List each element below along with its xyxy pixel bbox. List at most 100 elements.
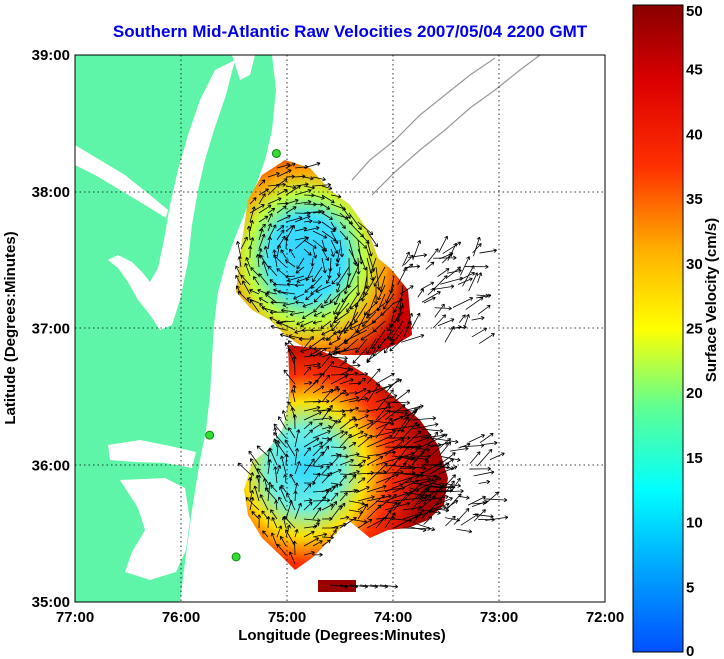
grid-lines	[75, 55, 605, 602]
velocity-arrow	[411, 416, 437, 421]
velocity-arrows	[235, 161, 509, 589]
velocity-arrow	[312, 532, 328, 538]
velocity-arrow	[478, 479, 491, 485]
y-tick-label: 35:00	[32, 594, 70, 611]
velocity-arrow	[279, 333, 296, 340]
velocity-arrow	[437, 268, 450, 277]
velocity-arrow	[449, 325, 462, 330]
velocity-arrow	[257, 288, 269, 295]
velocity-arrow	[420, 461, 443, 475]
velocity-arrow	[384, 400, 411, 405]
velocity-arrow	[402, 405, 421, 430]
velocity-arrow	[276, 320, 296, 325]
velocity-arrow	[407, 466, 427, 471]
velocity-arrow	[303, 176, 314, 181]
velocity-arrow	[384, 378, 400, 394]
colorbar-label: Surface Velocity (cm/s)	[703, 218, 720, 382]
velocity-arrow	[303, 248, 312, 256]
velocity-arrow	[279, 535, 287, 547]
velocity-arrow	[330, 505, 342, 520]
velocity-arrow	[339, 378, 354, 385]
velocity-arrow	[339, 221, 346, 229]
velocity-arrow	[460, 443, 485, 448]
velocity-arrow	[267, 182, 286, 187]
velocity-arrow	[357, 477, 366, 484]
velocity-arrow	[339, 431, 348, 439]
velocity-arrow	[312, 496, 326, 511]
velocity-arrow	[343, 275, 350, 295]
velocity-arrow	[434, 465, 455, 471]
velocity-arrow	[357, 387, 367, 394]
velocity-arrow	[321, 503, 334, 511]
velocity-arrow	[343, 311, 359, 334]
velocity-arrow	[411, 450, 425, 466]
velocity-arrow	[240, 236, 248, 250]
velocity-arrow	[348, 396, 369, 403]
velocity-arrow	[486, 491, 500, 504]
plot-area	[75, 55, 605, 602]
velocity-arrow	[303, 421, 313, 430]
velocity-arrow	[303, 411, 322, 421]
velocity-arrow	[244, 262, 251, 277]
velocity-arrow	[248, 245, 253, 259]
velocity-arrow	[420, 281, 435, 290]
velocity-arrow	[249, 197, 257, 205]
velocity-arrow	[477, 304, 491, 315]
velocity-arrow	[471, 500, 488, 507]
velocity-arrow	[285, 185, 297, 190]
velocity-arrow	[321, 360, 335, 376]
velocity-arrow	[438, 488, 464, 494]
velocity-arrow	[384, 456, 401, 475]
velocity-arrow	[285, 198, 299, 205]
velocity-arrow	[321, 257, 327, 274]
velocity-arrow	[289, 473, 296, 484]
velocity-arrow	[313, 302, 323, 313]
velocity-arrow	[366, 368, 381, 385]
velocity-arrow	[449, 446, 469, 452]
velocity-arrow	[384, 439, 405, 457]
velocity-arrow	[366, 434, 393, 448]
velocity-arrow	[469, 451, 481, 464]
velocity-arrow	[256, 445, 269, 457]
velocity-arrow	[288, 551, 296, 565]
velocity-arrow	[348, 442, 357, 448]
velocity-arrow	[264, 487, 278, 502]
velocity-arrow	[357, 434, 373, 448]
velocity-arrow	[382, 293, 395, 310]
velocity-arrow	[285, 174, 295, 179]
velocity-arrow	[403, 456, 415, 461]
velocity-arrow	[283, 515, 296, 529]
velocity-arrow	[427, 484, 444, 489]
velocity-arrow	[357, 389, 371, 403]
velocity-arrow	[330, 453, 342, 466]
velocity-arrow	[438, 465, 458, 475]
velocity-arrow	[357, 377, 366, 385]
velocity-arrow	[294, 283, 305, 288]
chesapeake-bay	[108, 60, 235, 330]
velocity-arrow	[250, 267, 260, 277]
velocity-arrow	[278, 496, 287, 511]
x-axis-ticks: 77:00 76:00 75:00 74:00 73:00 72:00	[56, 609, 624, 626]
velocity-arrow	[324, 293, 332, 304]
velocity-arrow	[375, 445, 403, 457]
velocity-arrow	[257, 514, 262, 529]
plot-frame	[74, 54, 606, 603]
velocity-arrow	[348, 363, 361, 368]
velocity-arrow	[357, 433, 368, 439]
velocity-arrow	[312, 441, 324, 448]
velocity-arrow	[442, 474, 456, 489]
velocity-arrow	[303, 530, 315, 538]
velocity-arrow	[273, 423, 287, 439]
velocity-arrow	[411, 422, 439, 430]
velocity-arrow	[384, 428, 405, 433]
velocity-arrow	[485, 515, 509, 521]
velocity-arrow	[357, 495, 375, 502]
velocity-arrow	[302, 302, 314, 308]
velocity-arrow	[267, 183, 280, 196]
velocity-arrow	[428, 474, 437, 483]
velocity-arrow	[402, 455, 428, 462]
velocity-arrow	[339, 239, 344, 258]
velocity-arrow	[445, 500, 459, 509]
velocity-arrow	[348, 452, 360, 457]
velocity-arrow	[479, 248, 497, 254]
